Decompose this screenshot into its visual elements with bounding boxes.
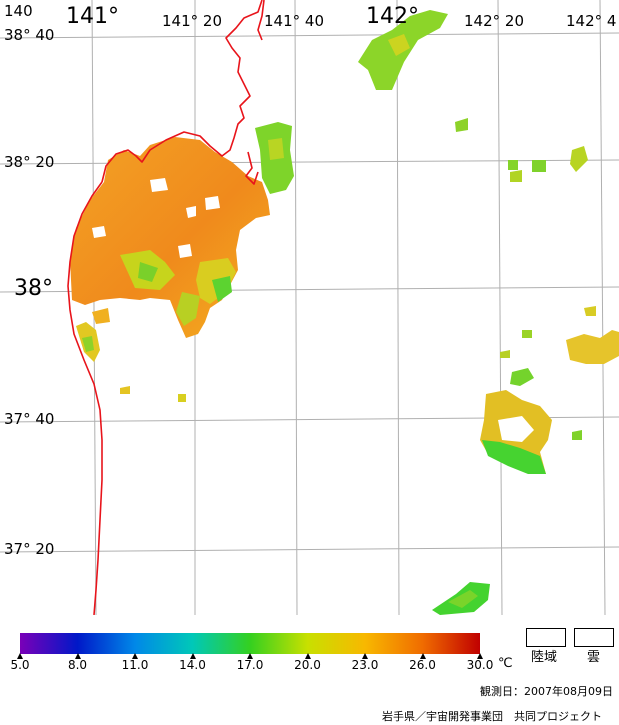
credit-text: 岩手県／宇宙開発事業団 共同プロジェクト bbox=[382, 710, 602, 723]
colorbar-tick-marker bbox=[189, 653, 196, 659]
colorbar-tick-marker bbox=[74, 653, 81, 659]
sst-northeast-patches bbox=[255, 10, 588, 194]
lon-label: 141° 20 bbox=[162, 12, 222, 30]
lon-label: 141° bbox=[66, 4, 119, 29]
colorbar-tick-marker bbox=[419, 653, 426, 659]
colorbar-tick-label: 5.0 bbox=[10, 658, 30, 672]
land-legend-swatch bbox=[526, 628, 566, 647]
lon-label: 142° 20 bbox=[464, 12, 524, 30]
colorbar-tick-label: 11.0 bbox=[121, 658, 149, 672]
temperature-colorbar bbox=[20, 633, 480, 654]
sst-coastal-fragments bbox=[76, 308, 186, 402]
sst-offshore-patches bbox=[432, 306, 619, 615]
parallel-line bbox=[0, 32, 619, 39]
lat-label: 37° 20 bbox=[4, 540, 55, 558]
lat-label: 38° 20 bbox=[4, 153, 55, 171]
colorbar-tick-label: 17.0 bbox=[236, 658, 264, 672]
lon-label: 141° 40 bbox=[264, 12, 324, 30]
colorbar-tick-marker bbox=[304, 653, 311, 659]
colorbar-tick-label: 20.0 bbox=[294, 658, 321, 672]
lat-label: 38° bbox=[14, 276, 53, 301]
parallel-line bbox=[0, 546, 619, 553]
lat-label: 38° 40 bbox=[4, 26, 55, 44]
colorbar-tick-marker bbox=[17, 653, 23, 659]
meridian-line bbox=[294, 0, 298, 615]
colorbar-tick-marker bbox=[247, 653, 253, 659]
colorbar-tick-marker bbox=[477, 653, 483, 659]
meridian-line bbox=[91, 0, 97, 615]
sst-main-patch bbox=[70, 137, 270, 338]
lat-label: 37° 40 bbox=[4, 410, 55, 428]
meridian-line bbox=[396, 0, 400, 615]
colorbar-tick-label: 26.0 bbox=[409, 658, 436, 672]
colorbar-tick-label: 14.0 bbox=[179, 658, 206, 672]
meridian-line bbox=[497, 0, 503, 615]
colorbar-tick-marker bbox=[132, 653, 138, 659]
temperature-unit: ℃ bbox=[498, 656, 513, 671]
lon-label: 142° 4 bbox=[566, 12, 617, 30]
graticule bbox=[0, 0, 619, 615]
lon-label: 140 bbox=[4, 2, 33, 20]
land-legend-label: 陸域 bbox=[531, 650, 558, 665]
colorbar-tick-label: 23.0 bbox=[351, 658, 379, 672]
observation-date: 観測日：2007年08月09日 bbox=[480, 685, 613, 698]
cloud-legend-label: 雲 bbox=[587, 650, 601, 665]
lon-label: 142° bbox=[366, 4, 419, 29]
cloud-legend-swatch bbox=[574, 628, 614, 647]
colorbar-tick-marker bbox=[362, 653, 368, 659]
colorbar-tick-label: 8.0 bbox=[67, 658, 88, 672]
sst-map bbox=[0, 0, 619, 615]
coastline bbox=[67, 0, 265, 615]
meridian-line bbox=[599, 0, 606, 615]
colorbar-tick-label: 30.0 bbox=[466, 658, 494, 672]
